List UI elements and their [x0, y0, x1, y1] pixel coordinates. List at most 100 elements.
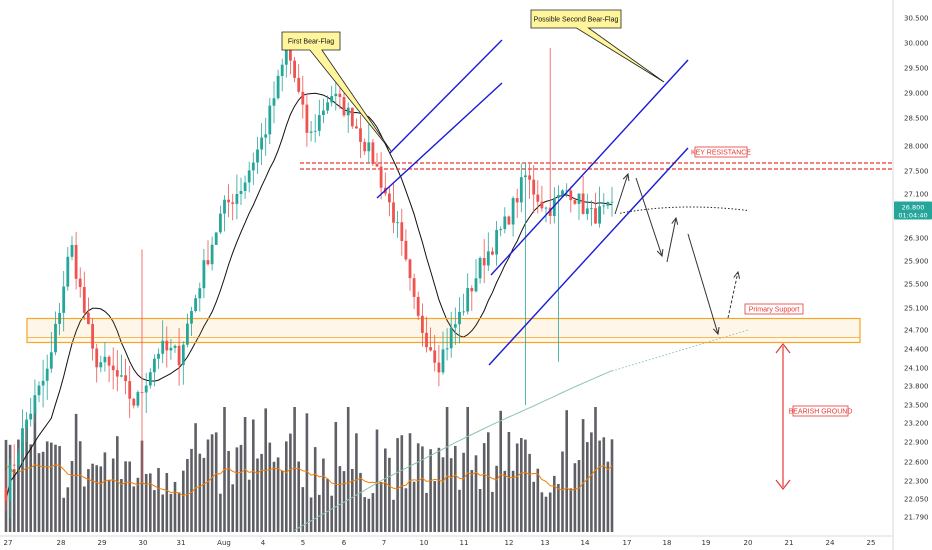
first-bear-flag-callout[interactable]: First Bear-Flag	[281, 31, 392, 152]
primary-support-label[interactable]: Primary Support	[744, 303, 804, 315]
candle-body	[45, 368, 49, 381]
candle-body	[177, 345, 181, 366]
time-tick-label: 18	[663, 539, 672, 547]
candle-body	[561, 190, 564, 196]
second-flag-channel-upper[interactable]	[490, 59, 689, 276]
candle-body	[524, 175, 527, 178]
candle-body	[260, 137, 263, 150]
long-ma-projection	[611, 329, 749, 372]
candle-body	[379, 166, 383, 188]
candles-layer	[4, 32, 614, 519]
volume-bar	[351, 469, 354, 532]
volume-bar	[338, 466, 342, 532]
volume-bar	[573, 463, 577, 532]
volume-layer	[4, 407, 614, 533]
candle-body	[470, 288, 474, 292]
volume-bar	[482, 443, 486, 532]
candle-body	[404, 240, 408, 260]
volume-bar	[177, 492, 181, 532]
candle-body	[515, 198, 519, 203]
volume-bar	[33, 407, 37, 532]
candle-body	[21, 428, 24, 454]
volume-bar	[309, 497, 313, 532]
volume-bar	[186, 459, 189, 532]
candle-body	[557, 195, 560, 198]
volume-bar	[66, 487, 70, 532]
second-flag-channel-lower[interactable]	[488, 147, 689, 366]
volume-bar	[280, 470, 284, 532]
time-tick-label: 29	[98, 539, 107, 547]
candle-body	[284, 49, 288, 65]
price-tick-label: 21.790	[904, 514, 929, 522]
volume-bar	[268, 442, 272, 532]
projection-arrow-4-head	[712, 327, 720, 336]
first-bear-flag-callout-shape	[281, 31, 392, 152]
candle-body	[363, 141, 367, 152]
candle-body	[62, 286, 66, 313]
volume-bar	[449, 458, 453, 532]
second-bear-flag-callout[interactable]: Possible Second Bear-Flag	[530, 9, 665, 83]
candle-body	[78, 278, 82, 287]
candle-body	[491, 251, 494, 255]
candle-body	[132, 398, 136, 406]
volume-bar	[412, 481, 416, 532]
primary-support-zone[interactable]	[26, 317, 861, 344]
candle-body	[25, 419, 28, 429]
volume-bar	[396, 438, 399, 532]
volume-bar	[157, 468, 160, 532]
volume-bar	[293, 407, 296, 532]
volume-bar	[565, 410, 568, 532]
volume-bar	[190, 448, 193, 532]
candle-body	[198, 288, 202, 299]
candle-body	[495, 230, 498, 255]
volume-bar	[363, 497, 366, 532]
volume-bar	[276, 457, 280, 532]
candle-body	[165, 340, 169, 351]
candle-body	[309, 131, 313, 133]
candle-body	[503, 216, 507, 230]
volume-bar	[322, 458, 325, 532]
volume-bar	[326, 478, 329, 532]
time-tick-label: 7	[382, 539, 386, 547]
bearish-ground-label[interactable]: BEARISH GROUND	[789, 405, 853, 417]
volume-bar	[235, 447, 239, 532]
volume-bar	[346, 407, 350, 532]
volume-bar	[206, 439, 210, 532]
candle-body	[548, 207, 552, 216]
first-flag-channel-lower[interactable]	[376, 82, 503, 199]
key-resistance-label[interactable]: KEY RESISTANCE	[691, 146, 751, 158]
candle-body	[219, 213, 222, 233]
candle-body	[272, 98, 276, 106]
candle-body	[235, 194, 239, 204]
price-tick-label: 22.900	[904, 439, 929, 447]
volume-bar	[227, 451, 230, 532]
first-flag-channel-upper[interactable]	[389, 39, 503, 154]
time-tick-label: 20	[744, 539, 753, 547]
price-tick-label: 28.500	[904, 115, 929, 123]
candle-body	[223, 199, 226, 214]
volume-bar	[107, 480, 111, 532]
candle-body	[396, 222, 399, 224]
volume-bar	[577, 460, 581, 532]
volume-bar	[367, 498, 371, 532]
candle-body	[507, 216, 511, 225]
candle-body	[326, 102, 329, 111]
projection-arrow-3-head	[671, 216, 679, 225]
volume-bar	[239, 444, 243, 532]
candle-countdown: 01:04:40	[898, 212, 927, 220]
price-tick-label: 25.500	[904, 281, 929, 289]
volume-bar	[544, 496, 548, 532]
volume-bar	[140, 440, 144, 532]
candle-body	[181, 344, 185, 366]
volume-bar	[21, 440, 24, 532]
price-tick-label: 22.600	[904, 459, 929, 467]
candle-body	[392, 202, 395, 223]
candle-body	[421, 315, 424, 333]
volume-bar	[606, 461, 610, 532]
candle-body	[293, 60, 296, 78]
volume-bar	[375, 429, 379, 532]
candle-body	[569, 190, 573, 201]
volume-bar	[78, 441, 82, 532]
projection-arrow-1	[614, 173, 629, 215]
